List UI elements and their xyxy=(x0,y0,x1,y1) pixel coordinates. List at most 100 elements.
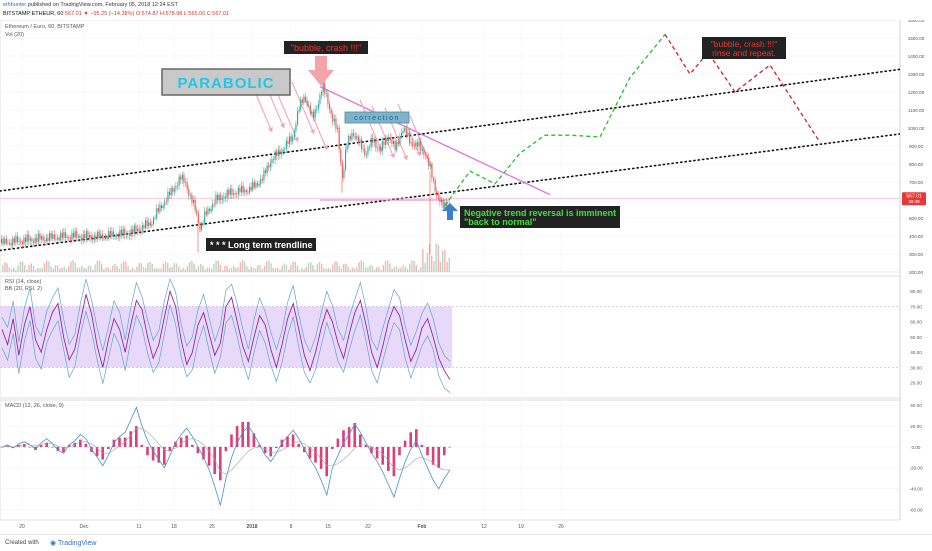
rinse-repeat-text: rinse and repeat. xyxy=(712,48,776,58)
volume-bar xyxy=(156,268,158,272)
volume-bar xyxy=(444,250,446,272)
candle-body xyxy=(265,169,267,174)
price-tick-label: 1100.00 xyxy=(908,108,925,113)
candle-body xyxy=(439,197,441,203)
volume-bar xyxy=(149,261,151,272)
volume-bar xyxy=(345,263,347,272)
volume-bar xyxy=(334,261,336,272)
macd-histogram-bar xyxy=(84,443,88,447)
macd-histogram-bar xyxy=(448,446,452,448)
macd-tick-label: 0.00 xyxy=(912,445,921,450)
candle-body xyxy=(204,211,206,224)
candle-body xyxy=(407,132,409,136)
reversal-arrow xyxy=(442,203,458,220)
candle-body xyxy=(404,128,406,132)
rsi-line xyxy=(1,289,451,380)
candle-body xyxy=(156,208,158,219)
volume-bar xyxy=(325,268,327,272)
volume-bar xyxy=(332,264,334,272)
parabolic-arrowhead xyxy=(268,127,273,132)
candle-body xyxy=(4,238,6,244)
candle-body xyxy=(5,238,7,244)
volume-bar xyxy=(63,266,65,272)
candle-body xyxy=(202,223,204,225)
macd-pane[interactable] xyxy=(0,399,901,521)
parabolic-arrow xyxy=(291,81,315,135)
volume-bar xyxy=(202,265,204,272)
volume-bar xyxy=(384,260,387,272)
volume-bar xyxy=(279,269,281,272)
volume-title: Vol (20) xyxy=(5,32,24,38)
volume-bar xyxy=(413,261,415,272)
candle-body xyxy=(349,136,351,140)
volume-bar xyxy=(360,260,362,272)
candle-body xyxy=(178,176,180,186)
time-tick-label: 11 xyxy=(136,524,141,530)
candle-body xyxy=(149,222,151,226)
candle-body xyxy=(153,217,155,225)
time-tick-label: Feb xyxy=(418,524,427,530)
volume-bar xyxy=(105,267,107,272)
candle-body xyxy=(329,103,331,109)
candle-body xyxy=(194,199,196,211)
candle-body xyxy=(271,159,273,164)
candle-body xyxy=(330,108,332,114)
macd-histogram-bar xyxy=(359,434,362,447)
candle-body xyxy=(7,243,9,245)
candle-body xyxy=(260,178,262,185)
candle-body xyxy=(289,136,291,144)
candle-body xyxy=(250,186,252,191)
candle-body xyxy=(215,194,217,204)
macd-histogram-bar xyxy=(28,446,32,448)
macd-line xyxy=(1,406,451,506)
volume-bar xyxy=(323,267,325,272)
candle-body xyxy=(340,149,342,163)
volume-bar xyxy=(294,261,296,272)
volume-bar xyxy=(415,265,417,272)
price-tick-label: 400.00 xyxy=(909,234,923,239)
candle-body xyxy=(193,199,195,203)
volume-bar xyxy=(136,266,138,272)
macd-histogram-bar xyxy=(0,446,4,448)
candle-body xyxy=(351,133,353,140)
author-link[interactable]: ethhunter xyxy=(3,2,27,8)
volume-bar xyxy=(422,249,424,272)
macd-tick-label: 40.00 xyxy=(910,403,922,408)
tradingview-chart[interactable]: 200.00300.00400.00500.00600.00700.00800.… xyxy=(0,18,932,530)
candle-body xyxy=(420,141,422,151)
candle-body xyxy=(356,136,358,139)
volume-bar xyxy=(15,269,17,272)
volume-bar xyxy=(367,267,369,272)
symbol-name: BITSTAMP:ETHEUR, 60 xyxy=(3,11,64,17)
candle-body xyxy=(161,205,163,209)
candle-body xyxy=(87,231,89,238)
candle-body xyxy=(348,136,350,146)
volume-bar xyxy=(310,262,312,272)
volume-bar xyxy=(409,263,411,272)
volume-bar xyxy=(389,263,391,272)
candle-body xyxy=(133,225,135,233)
candle-body xyxy=(234,193,236,194)
tradingview-logo[interactable]: ◉ TradingView xyxy=(50,540,97,547)
volume-bar xyxy=(312,265,314,272)
candle-body xyxy=(141,225,143,232)
upper-trendline xyxy=(0,68,900,192)
volume-bar xyxy=(158,268,160,272)
candle-body xyxy=(21,241,23,245)
candle-body xyxy=(377,147,379,149)
candle-body xyxy=(170,187,172,196)
volume-bar xyxy=(233,266,235,272)
trendline-label: * * * Long term trendline xyxy=(206,238,316,251)
time-tick-label: 20 xyxy=(19,524,25,530)
volume-bar xyxy=(142,266,145,272)
candle-body xyxy=(205,211,207,215)
volume-bar xyxy=(167,262,169,272)
candle-body xyxy=(394,140,396,150)
candle-body xyxy=(55,239,57,240)
candle-body xyxy=(138,228,140,231)
volume-bar xyxy=(112,265,114,272)
volume-bar xyxy=(431,255,433,272)
volume-bar xyxy=(272,267,274,272)
macd-histogram-bar xyxy=(331,446,334,450)
macd-histogram-bar xyxy=(39,444,43,447)
